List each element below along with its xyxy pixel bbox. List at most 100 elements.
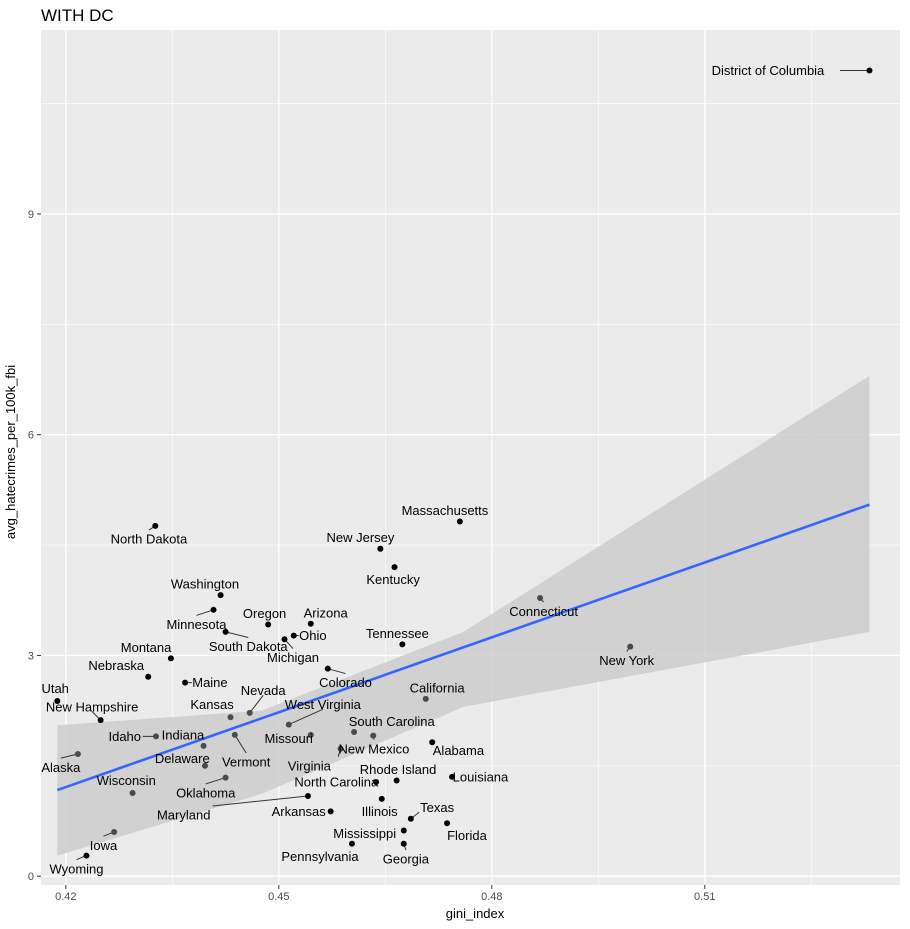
- point-colorado: [324, 665, 331, 672]
- label-nebraska: Nebraska: [88, 658, 144, 673]
- label-georgia: Georgia: [383, 852, 430, 867]
- label-montana: Montana: [121, 640, 172, 655]
- point-washington: [217, 592, 224, 599]
- point-delaware: [201, 762, 208, 769]
- point-idaho: [153, 733, 160, 740]
- point-maine: [182, 679, 189, 686]
- point-labels: District of Columbia Massachusetts North D…: [41, 63, 825, 876]
- point-rhode-island: [393, 777, 400, 784]
- connector-vermont: [234, 734, 247, 754]
- point-michigan: [281, 636, 288, 643]
- label-new-jersey: New Jersey: [327, 530, 395, 545]
- label-alaska: Alaska: [41, 760, 81, 775]
- point-new-jersey: [377, 545, 384, 552]
- x-tick-label: 0.45: [268, 891, 289, 903]
- point-nevada: [246, 709, 253, 716]
- label-district-of-columbia: District of Columbia: [712, 63, 825, 78]
- point-florida: [444, 820, 451, 827]
- point-wyoming: [83, 852, 90, 859]
- chart-title: WITH DC: [41, 6, 114, 25]
- label-iowa: Iowa: [90, 838, 118, 853]
- point-alabama: [429, 739, 436, 746]
- label-maine: Maine: [192, 675, 227, 690]
- label-arkansas: Arkansas: [272, 804, 327, 819]
- label-rhode-island: Rhode Island: [360, 762, 437, 777]
- point-minnesota: [210, 606, 217, 613]
- label-florida: Florida: [447, 828, 488, 843]
- point-south-carolina: [351, 728, 358, 735]
- point-louisiana: [449, 773, 456, 780]
- label-kentucky: Kentucky: [366, 572, 420, 587]
- point-new-mexico: [370, 732, 377, 739]
- point-arkansas: [327, 808, 334, 815]
- point-georgia: [400, 840, 407, 847]
- point-new-hampshire: [97, 717, 104, 724]
- label-connecticut: Connecticut: [509, 604, 578, 619]
- point-california: [422, 695, 429, 702]
- label-washington: Washington: [171, 577, 239, 592]
- point-pennsylvania: [348, 840, 355, 847]
- label-alabama: Alabama: [433, 743, 485, 758]
- point-north-carolina: [373, 778, 380, 785]
- point-virginia: [337, 745, 344, 752]
- x-tick-label: 0.42: [55, 891, 76, 903]
- connector-nevada: [249, 694, 264, 714]
- label-delaware: Delaware: [155, 751, 210, 766]
- x-axis-label: gini_index: [446, 906, 505, 921]
- label-nevada: Nevada: [241, 683, 287, 698]
- label-wyoming: Wyoming: [49, 861, 103, 876]
- point-connecticut: [537, 595, 544, 602]
- trend-line: [56, 503, 870, 792]
- point-mississippi: [400, 827, 407, 834]
- label-south-dakota: South Dakota: [209, 639, 289, 654]
- x-tick-label: 0.51: [694, 891, 715, 903]
- label-wisconsin: Wisconsin: [97, 773, 156, 788]
- point-new-york: [627, 643, 634, 650]
- label-arizona: Arizona: [304, 605, 349, 620]
- label-new-hampshire: New Hampshire: [46, 699, 138, 714]
- label-minnesota: Minnesota: [166, 617, 227, 632]
- x-axis-ticks: 0.42 0.45 0.48 0.51: [55, 885, 715, 903]
- label-idaho: Idaho: [108, 729, 141, 744]
- point-nebraska: [145, 673, 152, 680]
- point-vermont: [231, 731, 238, 738]
- label-oklahoma: Oklahoma: [176, 786, 236, 801]
- point-oregon: [265, 621, 272, 628]
- point-kansas: [227, 714, 234, 721]
- label-texas: Texas: [420, 800, 454, 815]
- point-kentucky: [391, 564, 398, 571]
- point-texas: [407, 815, 414, 822]
- label-new-york: New York: [599, 653, 654, 668]
- y-tick-label: 3: [28, 650, 34, 662]
- point-arizona: [307, 620, 314, 627]
- label-west-virginia: West Virginia: [285, 697, 362, 712]
- label-maryland: Maryland: [157, 808, 210, 823]
- point-west-virginia: [285, 721, 292, 728]
- connector-colorado: [327, 668, 346, 675]
- point-indiana: [200, 742, 207, 749]
- connector-maryland: [212, 795, 308, 807]
- data-points: [54, 67, 873, 859]
- point-oklahoma: [222, 774, 229, 781]
- y-axis-label: avg_hatecrimes_per_100k_fbi: [3, 365, 18, 539]
- y-axis-ticks: 0 3 6 9: [28, 209, 41, 883]
- y-tick-label: 0: [28, 871, 34, 883]
- point-tennessee: [399, 641, 406, 648]
- label-vermont: Vermont: [222, 755, 271, 770]
- label-massachusetts: Massachusetts: [402, 503, 489, 518]
- label-virginia: Virginia: [288, 758, 332, 773]
- connector-west-virginia: [288, 708, 324, 726]
- label-oregon: Oregon: [243, 606, 286, 621]
- point-iowa: [111, 829, 118, 836]
- label-missouri: Missouri: [265, 731, 314, 746]
- label-new-mexico: New Mexico: [339, 741, 410, 756]
- label-pennsylvania: Pennsylvania: [281, 849, 359, 864]
- point-district-of-columbia: [866, 67, 873, 74]
- point-wisconsin: [129, 790, 136, 797]
- point-south-dakota: [222, 628, 229, 635]
- point-north-dakota: [152, 522, 159, 529]
- label-mississippi: Mississippi: [333, 826, 396, 841]
- label-louisiana: Louisiana: [453, 769, 509, 784]
- label-illinois: Illinois: [362, 804, 399, 819]
